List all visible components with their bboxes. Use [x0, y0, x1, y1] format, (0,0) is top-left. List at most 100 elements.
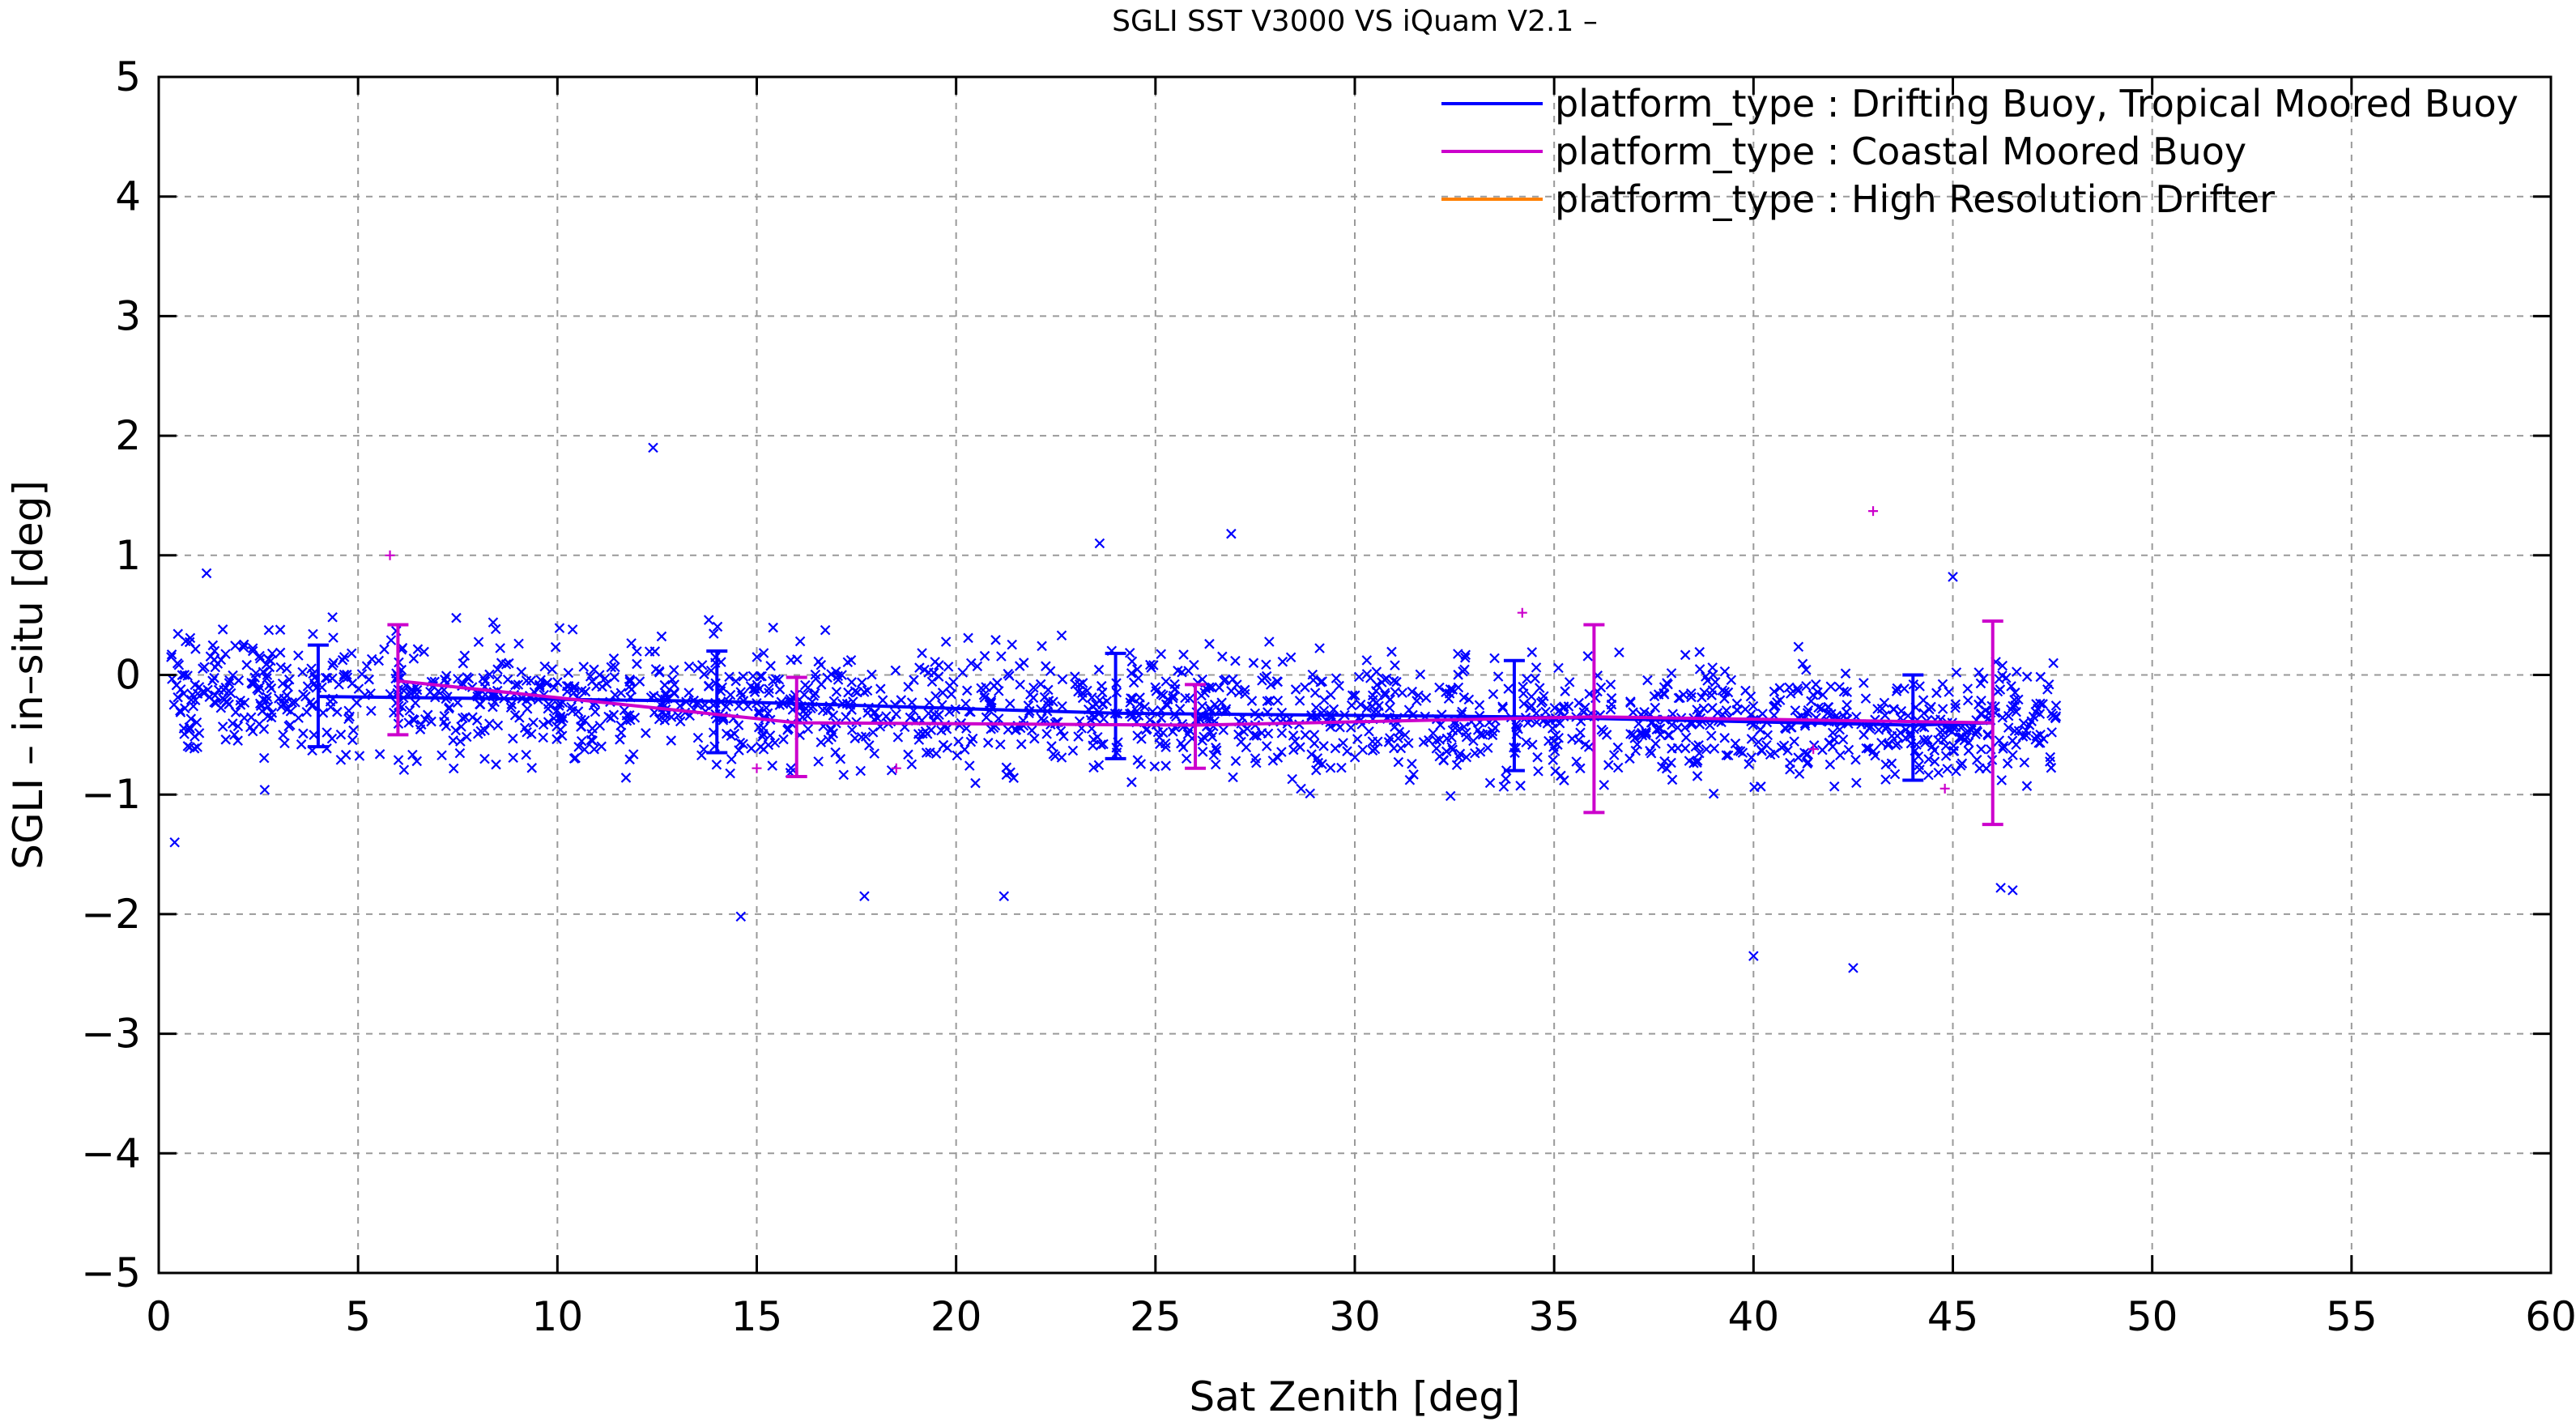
- data-point: [1518, 681, 1528, 692]
- data-point: [967, 733, 978, 744]
- data-point: [1947, 726, 1957, 738]
- data-point: [1940, 751, 1952, 761]
- data-point: [948, 676, 959, 687]
- data-point: [1843, 744, 1854, 756]
- data-point: [1256, 727, 1267, 739]
- data-point: [1404, 774, 1416, 785]
- data-point: [1399, 730, 1411, 740]
- data-point: [654, 713, 665, 725]
- data-point: [1041, 661, 1051, 671]
- data-point: [1942, 764, 1952, 774]
- data-point: [209, 654, 219, 665]
- data-point: [2030, 706, 2041, 717]
- data-point: [2011, 739, 2021, 750]
- data-point: [419, 646, 429, 658]
- data-point: [813, 756, 824, 767]
- data-point: [232, 721, 244, 732]
- data-point: [235, 700, 246, 710]
- data-point: [1762, 730, 1773, 741]
- data-point: [1126, 777, 1137, 788]
- data-point: [1560, 686, 1570, 696]
- data-point: [1407, 758, 1417, 769]
- data-point: [475, 699, 485, 709]
- data-point: [1789, 736, 1799, 747]
- data-point: [738, 739, 748, 750]
- data-point: [1612, 742, 1624, 753]
- data-point: [1139, 701, 1150, 713]
- data-point: [1694, 664, 1705, 675]
- data-point: [1087, 692, 1097, 703]
- data-point: [1285, 652, 1297, 663]
- data-point: [1580, 739, 1590, 750]
- data-point: [1694, 646, 1705, 658]
- data-point: [1650, 702, 1661, 713]
- data-point: [709, 628, 719, 639]
- data-point: [1650, 739, 1661, 749]
- data-point: [1614, 647, 1624, 658]
- data-point: [1331, 673, 1342, 683]
- data-point: [970, 777, 981, 789]
- data-point: [960, 698, 971, 709]
- data-point: [385, 550, 395, 560]
- data-point: [946, 689, 957, 700]
- data-point-outlier: [1226, 528, 1237, 539]
- x-tick-label: 15: [731, 1293, 783, 1340]
- data-point: [293, 713, 304, 723]
- data-point: [1310, 702, 1322, 713]
- data-point: [1233, 729, 1244, 740]
- error-bar: [387, 623, 409, 737]
- data-point: [2002, 758, 2013, 769]
- data-point: [1605, 679, 1616, 690]
- data-point: [1680, 722, 1690, 733]
- data-point: [1073, 731, 1084, 742]
- data-point: [675, 716, 686, 727]
- data-point: [1230, 756, 1241, 767]
- data-point: [810, 687, 820, 699]
- data-point: [1199, 731, 1209, 743]
- data-point: [1503, 683, 1514, 694]
- data-point-outlier: [169, 837, 180, 848]
- data-point: [1834, 724, 1846, 735]
- data-point: [1377, 677, 1387, 687]
- series-coastal-buoy-points: [385, 506, 1950, 794]
- data-point: [2035, 671, 2046, 683]
- data-point: [1642, 675, 1653, 686]
- data-point: [2046, 762, 2057, 773]
- data-point: [2011, 706, 2022, 717]
- data-point: [1004, 698, 1015, 709]
- data-point: [1707, 662, 1718, 673]
- data-point: [287, 697, 298, 708]
- data-point: [1446, 742, 1457, 753]
- data-point: [820, 624, 831, 636]
- data-point: [281, 690, 292, 701]
- data-point: [1859, 730, 1869, 740]
- data-point: [1460, 652, 1471, 663]
- data-point: [189, 695, 201, 705]
- data-point: [831, 666, 841, 677]
- data-point: [2026, 716, 2037, 726]
- data-point: [1328, 704, 1339, 715]
- data-point: [1124, 648, 1135, 658]
- data-point: [1851, 777, 1862, 789]
- data-point: [769, 737, 781, 748]
- data-point: [1350, 690, 1360, 701]
- data-point: [492, 720, 504, 731]
- y-tick-label: −4: [81, 1130, 141, 1177]
- data-point: [1415, 669, 1426, 680]
- data-point: [1774, 683, 1786, 693]
- data-point: [1914, 760, 1924, 771]
- data-point: [504, 658, 514, 669]
- data-point: [1029, 733, 1040, 744]
- data-point: [1067, 745, 1079, 756]
- data-point: [225, 687, 236, 699]
- data-point: [491, 759, 501, 770]
- data-point: [1982, 729, 1993, 740]
- data-point: [1446, 732, 1457, 743]
- data-point: [1939, 783, 1950, 794]
- data-point: [1101, 696, 1113, 707]
- data-point: [1731, 704, 1743, 716]
- data-point: [224, 675, 235, 686]
- data-point: [1868, 506, 1879, 517]
- data-point: [1431, 743, 1442, 754]
- data-point: [217, 692, 228, 704]
